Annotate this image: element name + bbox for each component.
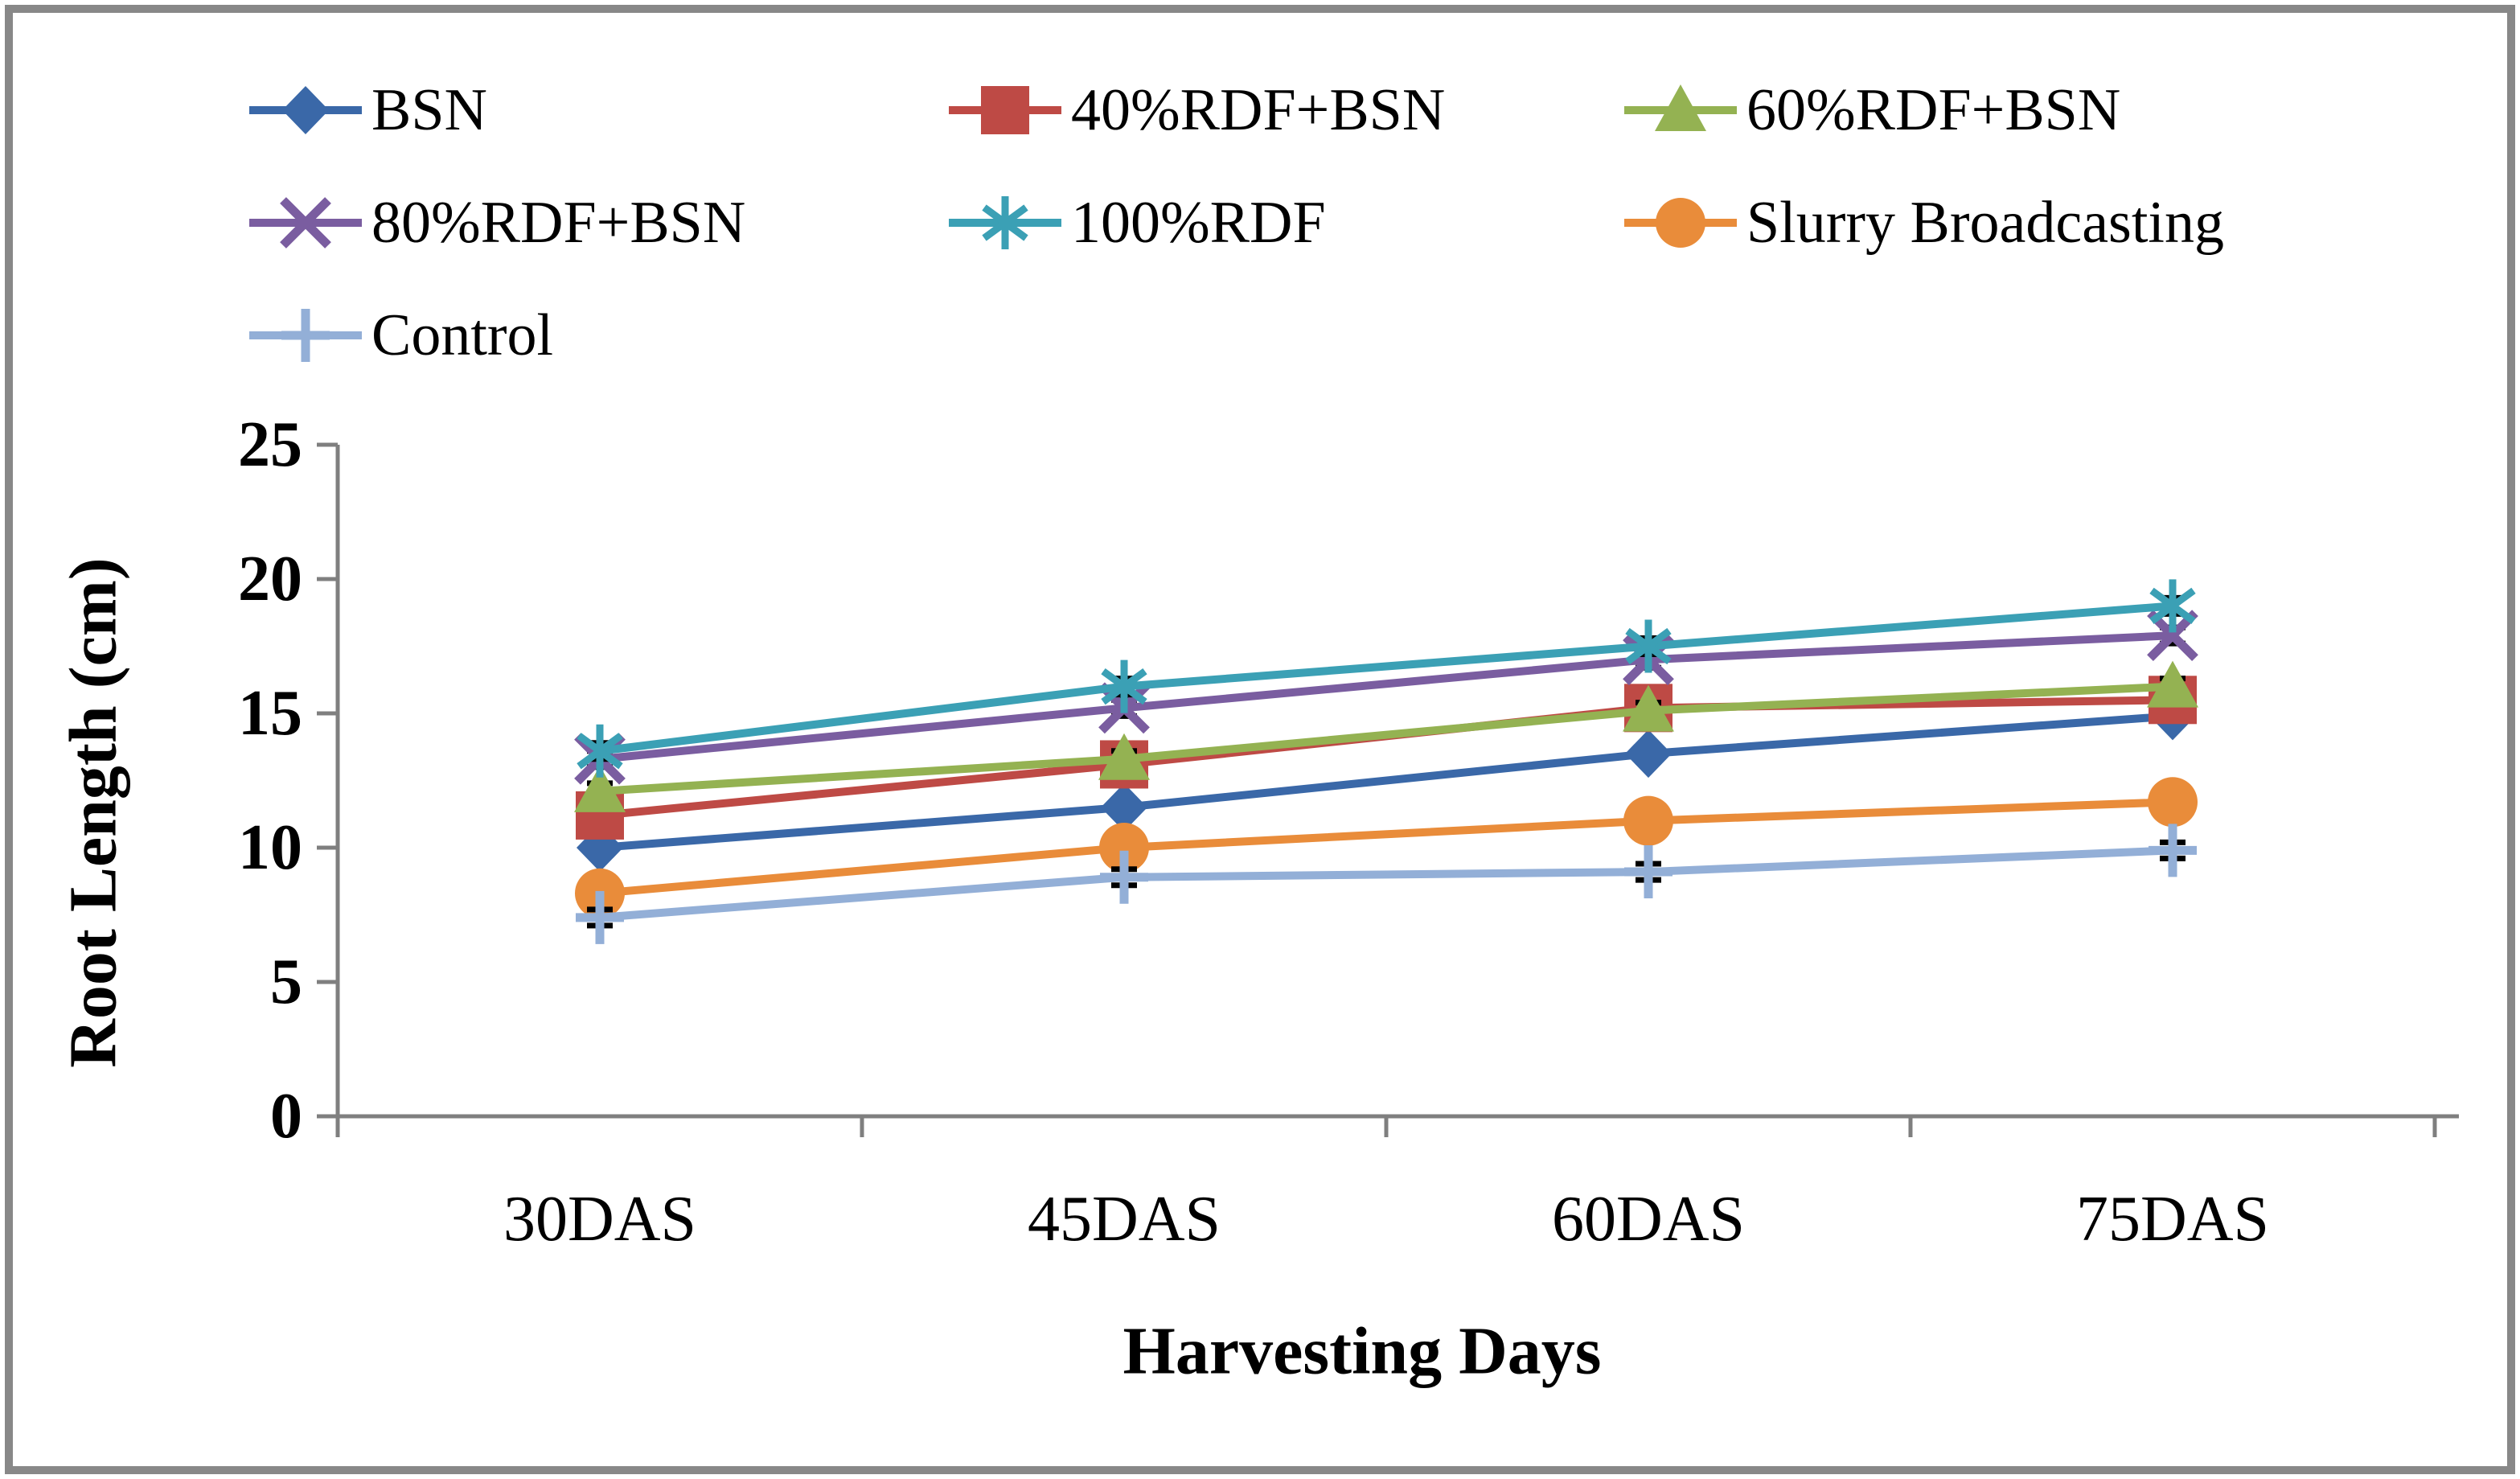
marker-plus-icon	[281, 309, 330, 362]
legend-item: Control	[249, 302, 553, 368]
marker-asterisk-icon	[1625, 619, 1672, 673]
y-axis-title: Root Length (cm)	[56, 557, 131, 1068]
marker-asterisk-icon	[2149, 579, 2196, 633]
marker-square-icon	[981, 86, 1029, 134]
y-tick-label: 15	[238, 678, 302, 749]
marker-diamond-icon	[282, 86, 329, 134]
marker-x-icon	[280, 197, 331, 249]
legend-item-label: 80%RDF+BSN	[371, 190, 745, 256]
legend-item-label: BSN	[371, 77, 487, 143]
axes: 0 5 10 15 20 25 30DAS 45DAS 60DAS 75DAS Harvesting…	[56, 409, 2459, 1389]
marker-plus-icon	[2149, 824, 2197, 877]
legend: BSN 40%RDF+BSN 60%RDF+BSN 80%RDF+BSN 100%RDF…	[249, 77, 2224, 368]
series-line	[599, 631, 2173, 763]
series-60-rdf-bsn	[574, 660, 2198, 812]
y-tick-label: 5	[270, 947, 302, 1017]
series-line	[599, 846, 2173, 922]
series-100-rdf	[577, 579, 2196, 778]
marker-diamond-icon	[1101, 783, 1147, 832]
legend-item: 100%RDF	[949, 190, 1326, 256]
marker-triangle-icon	[2147, 660, 2198, 708]
x-tick-label: 60DAS	[1552, 1184, 1745, 1255]
series-control	[576, 824, 2197, 944]
marker-plus-icon	[1100, 850, 1148, 904]
legend-item-label: 40%RDF+BSN	[1071, 77, 1445, 143]
y-tick-label: 0	[270, 1081, 302, 1152]
legend-item: 40%RDF+BSN	[949, 77, 1445, 143]
marker-circle-icon	[1623, 795, 1673, 846]
series-line	[599, 682, 2173, 795]
series-line	[599, 712, 2173, 852]
legend-item-label: Slurry Broadcasting	[1746, 190, 2224, 256]
marker-plus-icon	[1624, 845, 1672, 899]
legend-item: Slurry Broadcasting	[1624, 190, 2224, 256]
marker-diamond-icon	[1625, 729, 1672, 779]
chart-figure: 0 5 10 15 20 25 30DAS 45DAS 60DAS 75DAS Harvesting…	[5, 5, 2515, 1474]
legend-item: 80%RDF+BSN	[249, 190, 745, 256]
x-tick-label: 45DAS	[1028, 1184, 1221, 1255]
series-line	[599, 798, 2173, 898]
x-tick-label: 30DAS	[503, 1184, 696, 1255]
marker-triangle-icon	[1655, 84, 1706, 131]
legend-item-label: 60%RDF+BSN	[1746, 77, 2120, 143]
marker-triangle-icon	[1623, 684, 1674, 732]
x-tick-label: 75DAS	[2076, 1184, 2269, 1255]
legend-item-label: 100%RDF	[1071, 190, 1326, 256]
marker-circle-icon	[2148, 777, 2198, 828]
marker-triangle-icon	[1098, 733, 1150, 780]
y-tick-label: 20	[238, 544, 302, 614]
legend-item-label: Control	[371, 302, 553, 368]
marker-circle-icon	[1656, 198, 1705, 248]
legend-item: BSN	[249, 77, 487, 143]
marker-asterisk-icon	[1101, 659, 1147, 713]
marker-triangle-icon	[574, 765, 626, 812]
marker-circle-icon	[1099, 823, 1149, 873]
series-line	[599, 602, 2173, 755]
marker-plus-icon	[576, 890, 624, 944]
y-tick-label: 10	[238, 812, 302, 883]
marker-asterisk-icon	[982, 196, 1028, 249]
x-axis-title: Harvesting Days	[1123, 1314, 1602, 1389]
root-length-line-chart: 0 5 10 15 20 25 30DAS 45DAS 60DAS 75DAS Harvesting…	[56, 77, 2459, 1389]
legend-item: 60%RDF+BSN	[1624, 77, 2120, 143]
marker-asterisk-icon	[577, 724, 623, 778]
series-line	[599, 696, 2173, 820]
y-tick-label: 25	[238, 409, 302, 480]
series-bsn	[577, 692, 2196, 872]
